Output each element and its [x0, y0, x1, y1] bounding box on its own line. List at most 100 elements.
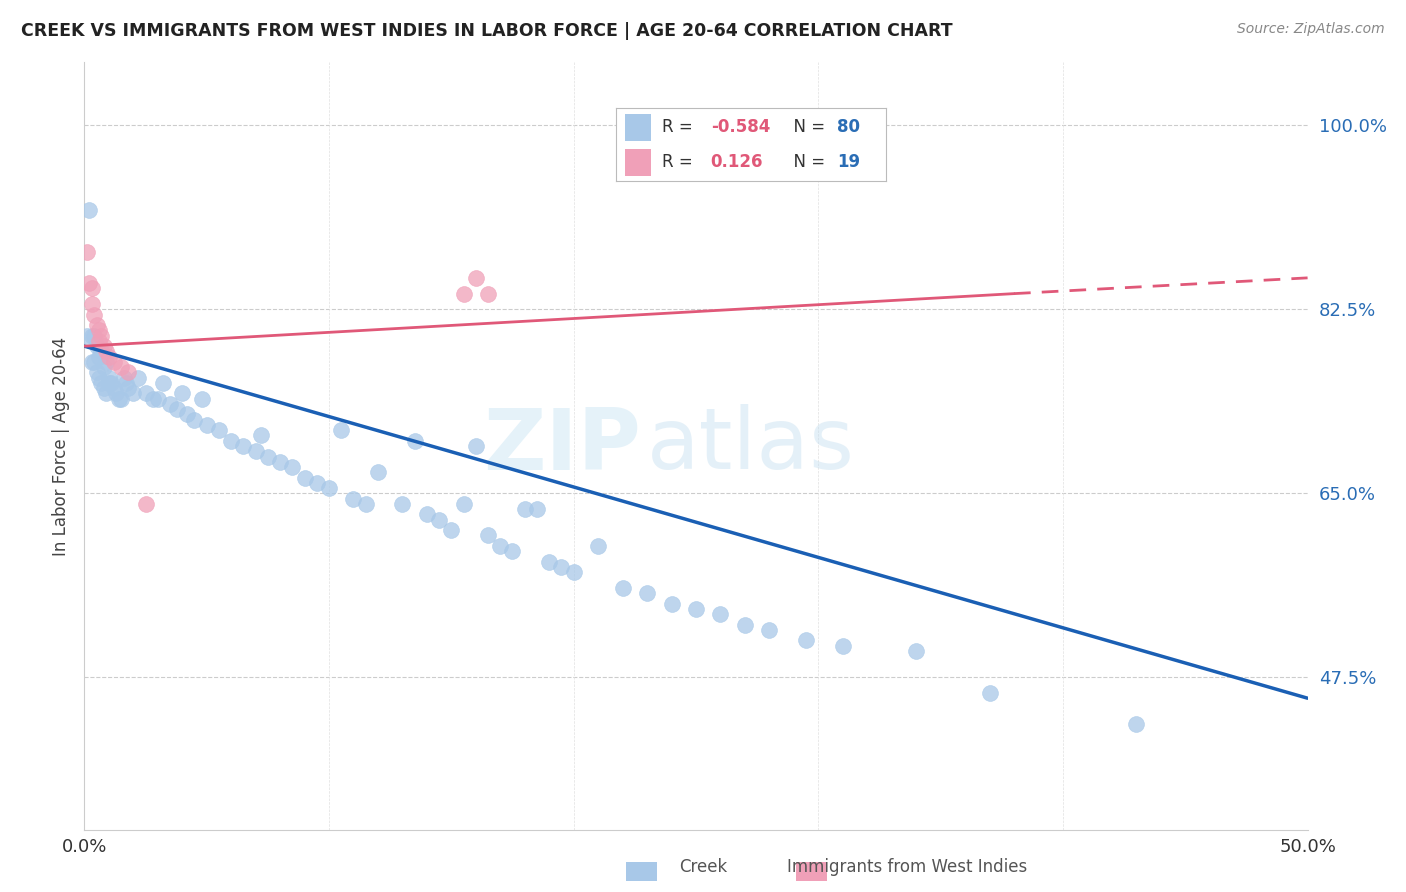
Point	[427, 512, 450, 526]
Point	[135, 386, 157, 401]
Point	[191, 392, 214, 406]
Point	[232, 439, 254, 453]
Point	[103, 381, 125, 395]
Point	[93, 381, 115, 395]
Point	[83, 355, 105, 369]
Text: Source: ZipAtlas.com: Source: ZipAtlas.com	[1237, 22, 1385, 37]
Point	[80, 355, 103, 369]
Point	[281, 460, 304, 475]
Point	[87, 334, 110, 348]
Point	[146, 392, 169, 406]
Point	[208, 423, 231, 437]
Point	[166, 402, 188, 417]
Point	[90, 344, 112, 359]
Point	[550, 559, 572, 574]
Point	[122, 386, 145, 401]
Point	[440, 523, 463, 537]
Point	[83, 308, 105, 322]
Point	[464, 439, 486, 453]
Point	[97, 376, 120, 390]
Point	[87, 370, 110, 384]
Point	[112, 370, 135, 384]
Point	[905, 644, 928, 658]
Point	[176, 408, 198, 422]
Point	[159, 397, 181, 411]
Point	[342, 491, 364, 506]
Point	[612, 581, 634, 595]
Point	[685, 602, 707, 616]
Point	[562, 565, 585, 579]
Point	[391, 497, 413, 511]
Point	[77, 202, 100, 217]
Point	[107, 392, 129, 406]
Point	[86, 366, 108, 380]
Point	[80, 281, 103, 295]
Point	[117, 381, 139, 395]
Text: CREEK VS IMMIGRANTS FROM WEST INDIES IN LABOR FORCE | AGE 20-64 CORRELATION CHAR: CREEK VS IMMIGRANTS FROM WEST INDIES IN …	[21, 22, 953, 40]
Point	[117, 366, 139, 380]
Point	[77, 276, 100, 290]
Point	[96, 355, 118, 369]
Point	[979, 686, 1001, 700]
Point	[538, 555, 561, 569]
Point	[477, 286, 499, 301]
Point	[404, 434, 426, 448]
Point	[135, 497, 157, 511]
Point	[90, 328, 112, 343]
Point	[93, 360, 115, 375]
Point	[97, 370, 120, 384]
Point	[586, 539, 609, 553]
Point	[734, 617, 756, 632]
Point	[103, 355, 125, 369]
Point	[219, 434, 242, 448]
Point	[318, 481, 340, 495]
Point	[489, 539, 512, 553]
Point	[354, 497, 377, 511]
Text: ZIP: ZIP	[484, 404, 641, 488]
Point	[269, 455, 291, 469]
Point	[172, 386, 194, 401]
Point	[453, 286, 475, 301]
Point	[709, 607, 731, 621]
Point	[80, 328, 103, 343]
Point	[83, 328, 105, 343]
Point	[110, 360, 132, 375]
Point	[90, 376, 112, 390]
Point	[183, 413, 205, 427]
Point	[87, 350, 110, 364]
Point	[294, 470, 316, 484]
Point	[464, 271, 486, 285]
Text: Creek: Creek	[679, 858, 727, 876]
Point	[115, 376, 138, 390]
Point	[453, 497, 475, 511]
Point	[367, 465, 389, 479]
Point	[86, 318, 108, 333]
Point	[758, 623, 780, 637]
Point	[127, 370, 149, 384]
Point	[636, 586, 658, 600]
Point	[794, 633, 817, 648]
Point	[93, 339, 115, 353]
Point	[526, 502, 548, 516]
Point	[76, 244, 98, 259]
Point	[195, 417, 218, 432]
Point	[80, 297, 103, 311]
Point	[152, 376, 174, 390]
Point	[87, 323, 110, 337]
Point	[110, 392, 132, 406]
Point	[142, 392, 165, 406]
Point	[305, 475, 328, 490]
Point	[831, 639, 853, 653]
Point	[257, 450, 280, 464]
Point	[76, 328, 98, 343]
Point	[97, 350, 120, 364]
Point	[502, 544, 524, 558]
Point	[249, 428, 271, 442]
Point	[100, 376, 122, 390]
Text: atlas: atlas	[647, 404, 855, 488]
Text: Immigrants from West Indies: Immigrants from West Indies	[787, 858, 1026, 876]
Point	[245, 444, 267, 458]
Point	[477, 528, 499, 542]
Point	[661, 597, 683, 611]
Point	[96, 386, 118, 401]
